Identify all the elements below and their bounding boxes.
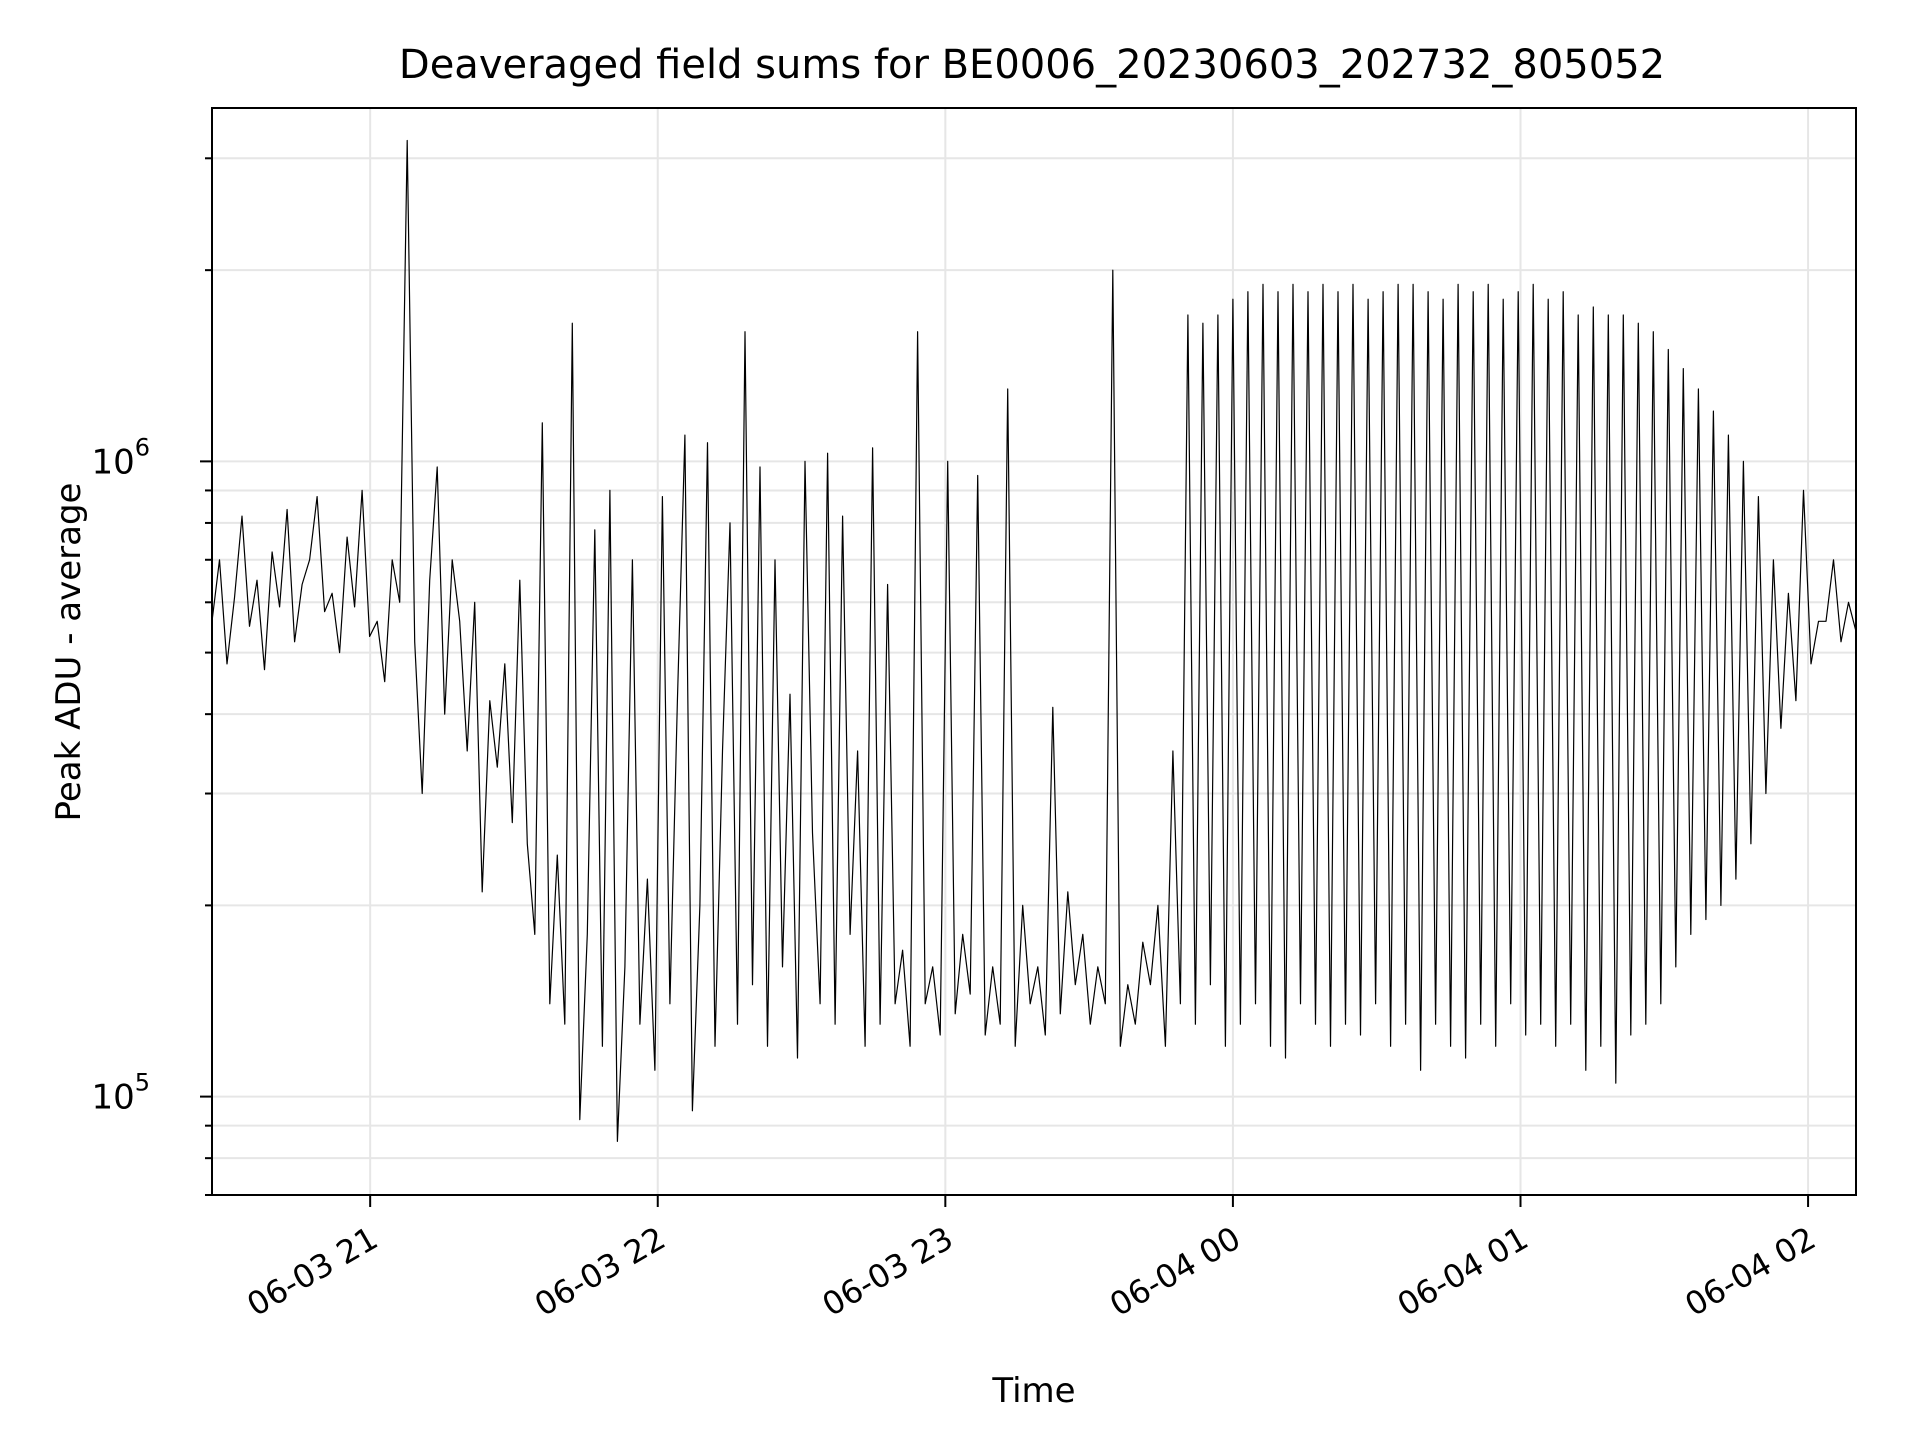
y-tick-label: 106 (91, 433, 150, 482)
chart-title: Deaveraged field sums for BE0006_2023060… (399, 42, 1665, 88)
y-axis: 105 106 (91, 157, 212, 1196)
x-axis-label: Time (991, 1371, 1075, 1411)
plot-frame (211, 107, 1857, 1196)
y-tick-label: 105 (91, 1069, 150, 1118)
plot-area (212, 139, 1856, 1142)
series-line (212, 139, 1856, 1142)
y-axis-label: Peak ADU - average (49, 483, 89, 822)
